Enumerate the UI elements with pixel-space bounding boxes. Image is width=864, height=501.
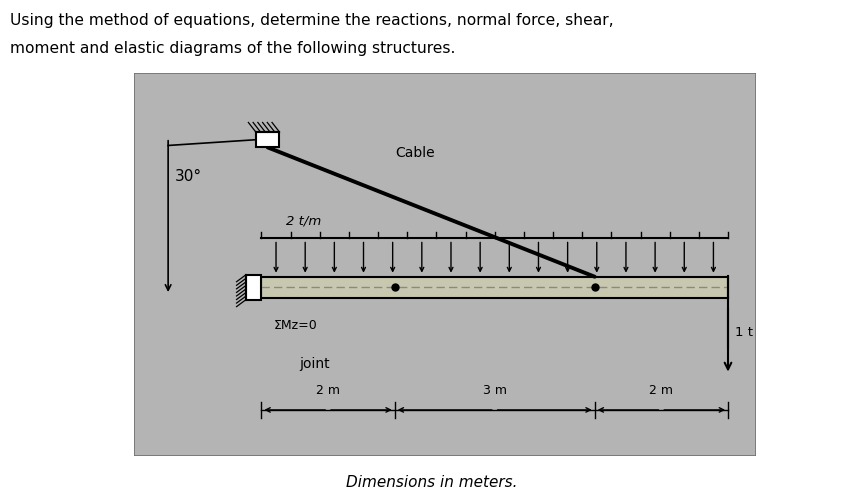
Text: 2 t/m: 2 t/m — [286, 214, 321, 227]
Text: ΣMz=0: ΣMz=0 — [274, 319, 318, 332]
Text: 1 t: 1 t — [735, 326, 753, 339]
Text: joint: joint — [299, 357, 329, 371]
Bar — [262, 277, 728, 298]
Bar — [256, 132, 279, 147]
Text: 3 m: 3 m — [483, 384, 506, 397]
Text: Cable: Cable — [395, 146, 435, 160]
Text: 2 m: 2 m — [316, 384, 340, 397]
Text: 30°: 30° — [175, 169, 201, 184]
Bar — [246, 275, 262, 300]
Text: Using the method of equations, determine the reactions, normal force, shear,: Using the method of equations, determine… — [10, 13, 614, 28]
Text: moment and elastic diagrams of the following structures.: moment and elastic diagrams of the follo… — [10, 41, 455, 56]
Text: Dimensions in meters.: Dimensions in meters. — [346, 475, 518, 490]
Text: 2 m: 2 m — [650, 384, 673, 397]
